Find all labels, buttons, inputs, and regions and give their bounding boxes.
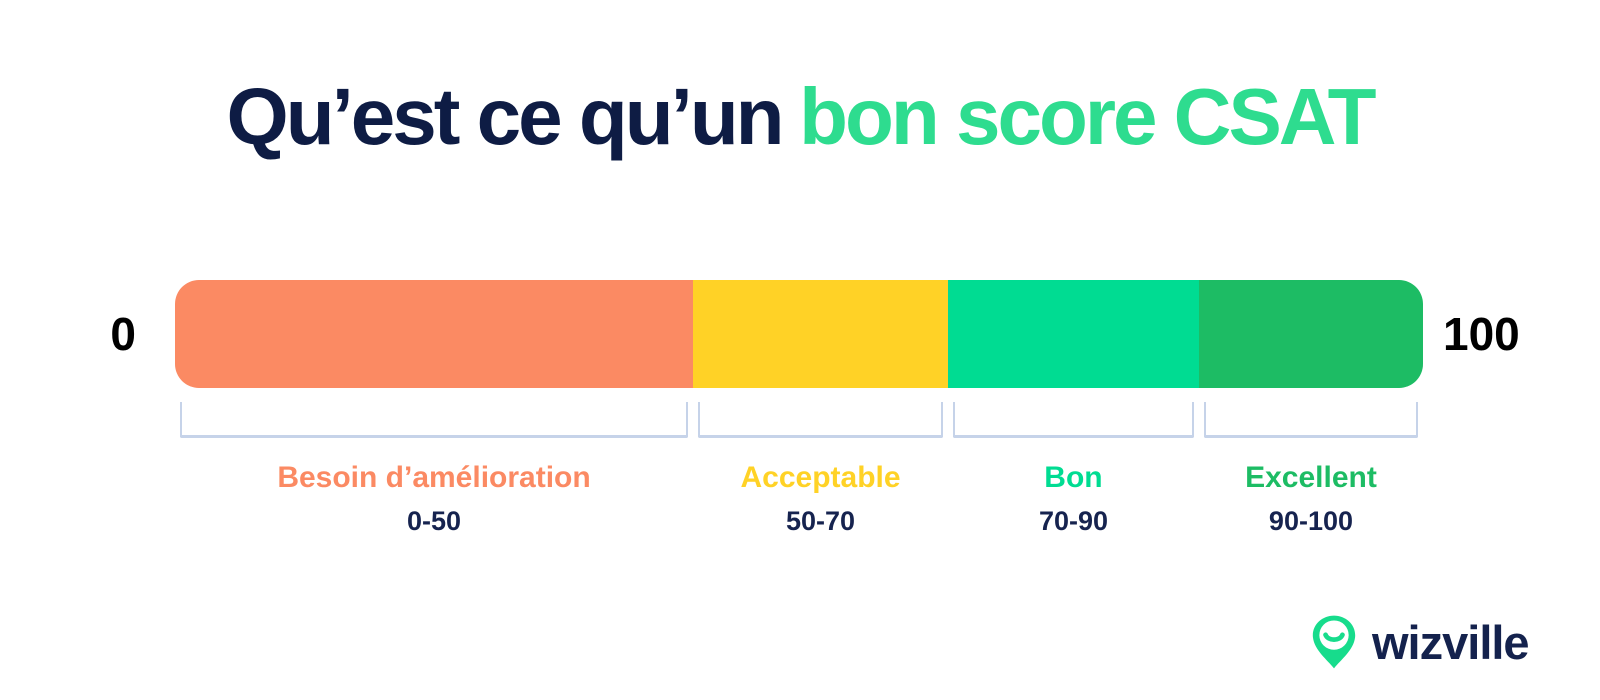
- label-group-good: Bon 70-90: [948, 460, 1199, 537]
- logo-text: wizville: [1372, 615, 1530, 669]
- segment-range-needs-improvement: 0-50: [406, 506, 462, 536]
- segment-label-excellent: Excellent: [1245, 461, 1377, 494]
- bracket-col-acceptable: [693, 402, 948, 438]
- label-group-excellent: Excellent 90-100: [1199, 460, 1423, 537]
- segment-needs-improvement: [175, 280, 694, 388]
- label-group-acceptable: Acceptable 50-70: [693, 460, 948, 537]
- label-group-needs-improvement: Besoin d’amélioration 0-50: [175, 460, 693, 537]
- segment-range-acceptable: 50-70: [785, 506, 856, 536]
- page-title: Qu’est ce qu’un bon score CSAT: [0, 72, 1600, 162]
- range-bracket-excellent: [1203, 402, 1418, 438]
- segment-label-acceptable: Acceptable: [740, 461, 901, 494]
- range-bracket-acceptable: [698, 402, 943, 438]
- page-title-dark: Qu’est ce qu’un: [226, 72, 784, 161]
- axis-max-label: 100: [1443, 308, 1520, 360]
- bracket-col-excellent: [1199, 402, 1423, 438]
- segment-good: [947, 280, 1199, 388]
- axis-min-label: 0: [110, 308, 136, 360]
- segment-acceptable: [693, 280, 948, 388]
- wizville-logo: wizville: [1311, 610, 1530, 674]
- bracket-row: [175, 402, 1423, 438]
- bracket-col-needs-improvement: [175, 402, 693, 438]
- scale-bar: [175, 280, 1423, 388]
- segment-range-excellent: 90-100: [1268, 506, 1353, 536]
- segment-label-good: Bon: [1044, 461, 1103, 494]
- label-row: Besoin d’amélioration 0-50 Acceptable 50-70…: [175, 460, 1423, 537]
- range-bracket-needs-improvement: [180, 402, 689, 438]
- segment-range-good: 70-90: [1038, 506, 1108, 536]
- segment-excellent: [1198, 280, 1423, 388]
- page-title-green: bon score CSAT: [799, 72, 1376, 161]
- bracket-col-good: [948, 402, 1199, 438]
- segment-label-needs-improvement: Besoin d’amélioration: [277, 461, 591, 494]
- range-bracket-good: [952, 402, 1194, 438]
- smile-pin-icon: [1312, 615, 1356, 669]
